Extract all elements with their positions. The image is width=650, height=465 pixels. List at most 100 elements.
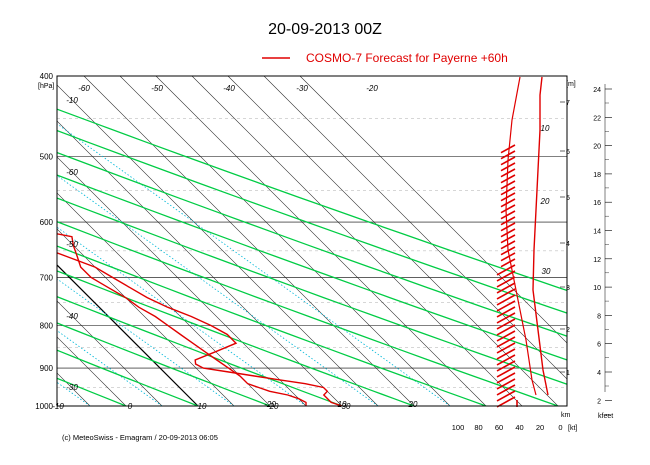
isotherm-line — [227, 76, 559, 406]
inner-temperature-label: -60 — [78, 84, 90, 93]
wind-speed-inner-labels: 10 20 30 — [540, 124, 551, 276]
wind-axis-tick-label: 0 — [558, 423, 562, 432]
wind-speed-profile — [532, 76, 549, 396]
wind-barb — [496, 348, 516, 360]
height-kfeet-axis: 24 22 20 18 16 14 12 10 8 6 4 2 — [593, 84, 612, 415]
wind-barb — [496, 354, 516, 366]
kfeet-tick-label: 12 — [593, 257, 601, 264]
wind-barb — [500, 186, 516, 196]
wind-barb — [496, 366, 516, 378]
wind-barb — [496, 300, 516, 312]
wind-barb — [500, 240, 516, 250]
pressure-tick-label: 400 — [40, 72, 54, 81]
isotherm-line — [155, 76, 487, 406]
wind-axis-tick-label: 40 — [515, 423, 523, 432]
wind-barb — [496, 276, 516, 288]
wind-speed-label: 10 — [541, 124, 550, 133]
kfeet-tick-label: 10 — [593, 285, 601, 292]
height-m-tick-label: 4 — [566, 241, 570, 248]
height-m-tick-label: 3 — [566, 285, 570, 292]
wind-barb — [500, 210, 516, 220]
wind-barb — [500, 204, 516, 214]
wind-barb — [496, 396, 516, 408]
wind-barb — [500, 222, 516, 232]
dry-adiabat-line — [57, 220, 559, 406]
chart-title: 20-09-2013 00Z — [268, 21, 382, 38]
isotherm-line — [57, 264, 199, 406]
wind-axis-tick-label: 80 — [474, 423, 482, 432]
inner-temperature-label: -50 — [66, 240, 78, 249]
inner-temperature-label: -20 — [366, 84, 378, 93]
isotherm-line — [299, 76, 567, 344]
wind-barb — [500, 216, 516, 226]
pressure-axis-labels: 400 500 600 700 800 900 1000 — [35, 72, 53, 411]
wind-barb — [500, 156, 516, 166]
isotherm-line — [57, 228, 235, 406]
kfeet-tick-label: 6 — [597, 342, 601, 349]
wind-barb — [496, 306, 516, 318]
height-m-tick-label: 6 — [566, 149, 570, 156]
dry-adiabat-line — [57, 245, 487, 406]
wind-speed-label: 30 — [542, 267, 551, 276]
height-m-axis-labels: 7 6 5 4 3 2 1 — [560, 100, 570, 377]
inner-temperature-label: -40 — [66, 312, 78, 321]
dry-adiabat-line — [57, 295, 343, 406]
inner-temperature-label: 10 — [338, 400, 347, 409]
wind-barb — [496, 324, 516, 336]
height-kfeet-label: kfeet — [598, 413, 613, 420]
plot-area — [57, 76, 567, 406]
isotherm-line — [83, 76, 415, 406]
inner-temperature-label: -20 — [264, 400, 276, 409]
isotherm-line — [57, 336, 127, 406]
kfeet-tick-label: 4 — [597, 370, 601, 377]
isotherm-line — [263, 76, 567, 380]
wind-barb — [500, 252, 516, 262]
kfeet-tick-label: 20 — [593, 144, 601, 151]
wind-axis-tick-label: 20 — [536, 423, 544, 432]
wind-barb — [496, 336, 516, 348]
isotherm-line — [119, 76, 451, 406]
wind-barb — [496, 294, 516, 306]
wind-barb — [496, 390, 516, 402]
series-line-dewpoint — [57, 233, 307, 406]
pressure-tick-label: 700 — [40, 274, 54, 283]
temperature-axis-labels: -10 0 10 20 30 — [52, 402, 351, 411]
dry-adiabat-line — [57, 174, 567, 361]
wind-barb — [496, 378, 516, 390]
dry-adiabat-line — [57, 108, 567, 292]
kfeet-tick-label: 16 — [593, 200, 601, 207]
background-grid — [0, 76, 567, 406]
wind-axis-tick-label: 60 — [495, 423, 503, 432]
plot-frame — [56, 75, 568, 407]
inner-temperature-labels: -60-50-40-30-20-10-60-50-40-30-20102030 — [66, 84, 418, 409]
dry-adiabat-line — [57, 151, 567, 337]
isotherm-line — [0, 76, 54, 406]
wind-axis-unit: [kt] — [568, 425, 577, 432]
wind-axis-tick-label: 100 — [452, 423, 465, 432]
wind-barb — [500, 234, 516, 244]
temperature-tick-label: -10 — [52, 402, 64, 411]
temperature-tick-label: 10 — [198, 402, 207, 411]
temperature-tick-label: 30 — [342, 402, 351, 411]
wind-barb — [500, 174, 516, 184]
wind-barb — [496, 360, 516, 372]
isotherm-line — [191, 76, 523, 406]
isotherm-line — [0, 76, 18, 406]
kfeet-tick-label: 8 — [597, 313, 601, 320]
wind-barb — [500, 180, 516, 190]
height-m-label: [m] — [566, 81, 576, 88]
inner-temperature-label: -30 — [296, 84, 308, 93]
pressure-tick-label: 600 — [40, 218, 54, 227]
height-m-tick-label: 1 — [566, 370, 570, 377]
wind-barb — [500, 198, 516, 208]
wind-barb — [500, 192, 516, 202]
dry-adiabat-line — [57, 349, 199, 406]
wind-barb — [496, 282, 516, 294]
wind-barb — [500, 168, 516, 178]
isotherm-line — [57, 84, 379, 406]
temperature-tick-label: 0 — [128, 402, 133, 411]
wind-barbs — [496, 76, 549, 408]
wind-barb — [496, 264, 516, 276]
mixing-ratio-line — [0, 76, 18, 406]
